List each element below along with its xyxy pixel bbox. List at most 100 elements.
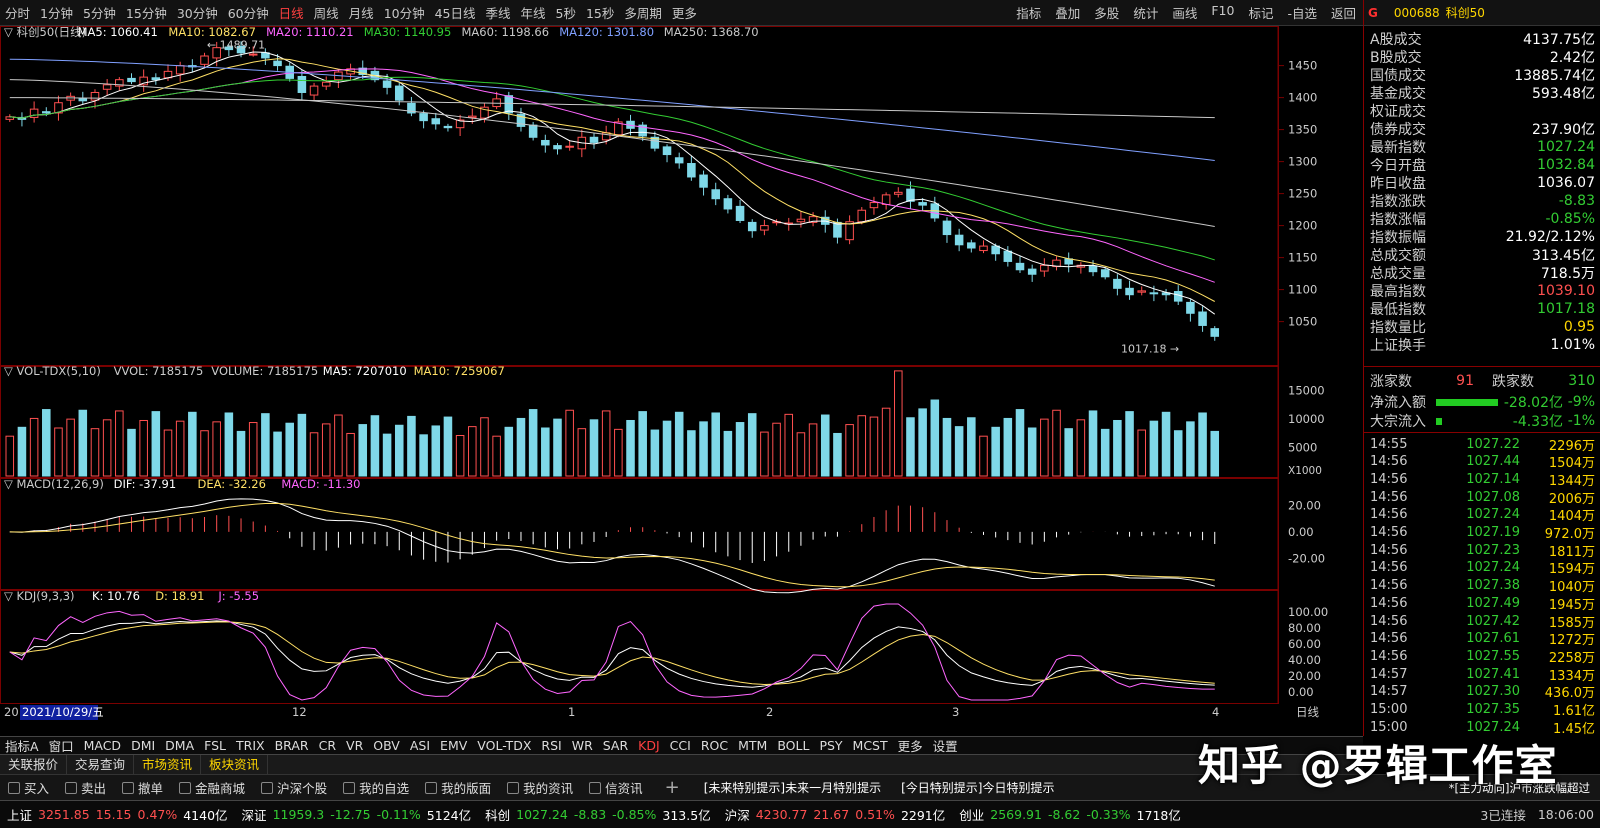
topbar-action-1[interactable]: 叠加 [1055,6,1081,21]
candle-16 [200,52,209,69]
kdj-legend-value-2: J: -5.55 [217,589,259,603]
message-1[interactable]: [今日特别提示]今日特别提示 [901,781,1055,795]
topbar-action-5[interactable]: F10 [1211,3,1235,18]
indicator-tab-18[interactable]: CCI [669,738,691,753]
period-15[interactable]: 多周期 [624,6,662,21]
candle-53 [650,131,660,152]
tick-volume: 2258万 [1548,650,1595,666]
index-quote-4[interactable]: 创业 2569.91 -8.62 -0.33% 1718亿 [952,805,1188,824]
indicator-tab-14[interactable]: RSI [541,738,562,753]
indicator-tab-3[interactable]: DMI [131,738,156,753]
volume-bar-45 [553,418,562,477]
indicator-tab-1[interactable]: 窗口 [48,739,74,754]
indicator-tab-6[interactable]: TRIX [236,738,265,753]
indicator-tab-19[interactable]: ROC [700,738,729,753]
period-0[interactable]: 分时 [5,6,31,21]
indicator-tab-11[interactable]: ASI [409,738,431,753]
indicator-tab-4[interactable]: DMA [165,738,195,753]
topbar-action-0[interactable]: 指标 [1016,6,1042,21]
toolbar-button-1[interactable]: 卖出 [57,778,114,797]
indicator-tab-12[interactable]: EMV [440,738,468,753]
info-tab-3[interactable]: 板块资讯 [201,755,269,774]
candle-33 [407,96,416,117]
topbar-action-4[interactable]: 画线 [1172,6,1198,21]
period-4[interactable]: 30分钟 [176,6,218,21]
topbar-action-6[interactable]: 标记 [1248,6,1274,21]
tick-price: 1027.44 [1466,454,1520,470]
info-tab-2[interactable]: 市场资讯 [134,755,202,774]
vol-legend: ▽ VOL-TDX(5,10) VVOL: 7185175 VOLUME: 7185… [4,364,505,378]
add-icon[interactable]: + [664,777,680,798]
indicator-tab-8[interactable]: CR [318,738,337,753]
indicator-tab-21[interactable]: BOLL [777,738,810,753]
toolbar-icon [122,781,135,794]
volume-bar-80 [979,435,988,477]
period-10[interactable]: 45日线 [434,6,476,21]
index-quote-0[interactable]: 上证 3251.85 15.15 0.47% 4140亿 [0,805,235,824]
index-quote-3[interactable]: 沪深 4230.77 21.67 0.51% 2291亿 [718,805,953,824]
period-12[interactable]: 年线 [520,6,546,21]
period-7[interactable]: 周线 [313,6,339,21]
index-quote-1[interactable]: 深证 11959.3 -12.75 -0.11% 5124亿 [235,805,479,824]
topbar-action-8[interactable]: 返回 [1330,6,1356,21]
indicator-tab-25[interactable]: 设置 [932,739,958,754]
period-1[interactable]: 1分钟 [40,6,73,21]
indicator-tab-15[interactable]: WR [571,738,593,753]
toolbar-button-5[interactable]: 我的自选 [335,778,417,797]
period-16[interactable]: 更多 [671,6,697,21]
info-tab-0[interactable]: 关联报价 [0,755,68,774]
tick-time: 14:56 [1370,489,1408,505]
indicator-tab-16[interactable]: SAR [602,738,629,753]
toolbar-button-6[interactable]: 我的版面 [417,778,499,797]
period-6[interactable]: 日线 [278,6,304,21]
indicator-tab-23[interactable]: MCST [852,738,888,753]
candle-27 [334,69,343,88]
chart-area[interactable]: ▽ 科创50(日线)MA5: 1060.41 MA10: 1082.67 MA20:… [0,0,1363,736]
candle-36 [443,123,453,132]
indicator-tab-2[interactable]: MACD [83,738,122,753]
indicator-tab-10[interactable]: OBV [373,738,400,753]
indicator-tab-7[interactable]: BRAR [274,738,309,753]
period-8[interactable]: 月线 [348,6,374,21]
index-change: -8.83 [573,807,607,822]
topbar-action-3[interactable]: 统计 [1133,6,1159,21]
info-tab-1[interactable]: 交易查询 [67,755,135,774]
toolbar-button-2[interactable]: 撤单 [114,778,171,797]
indicator-tab-0[interactable]: 指标A [5,739,39,754]
toolbar-button-7[interactable]: 我的资讯 [499,778,581,797]
period-14[interactable]: 15秒 [585,6,615,21]
message-2[interactable]: *[主力动向]沪市涨跌幅超过 [1448,780,1590,795]
topbar-action-2[interactable]: 多股 [1094,6,1120,21]
period-2[interactable]: 5分钟 [82,6,116,21]
indicator-tab-22[interactable]: PSY [819,738,843,753]
toolbar-button-0[interactable]: 买入 [0,778,57,797]
candle-88 [1076,262,1086,274]
candle-29 [358,60,368,80]
candle-1 [17,112,27,127]
indicator-tab-9[interactable]: VR [346,738,364,753]
stat-row-16: 指数量比 0.95 [1364,318,1600,336]
volume-bar-99 [1210,430,1220,477]
indicator-tab-5[interactable]: FSL [204,738,227,753]
toolbar-button-4[interactable]: 沪深个股 [253,778,335,797]
period-11[interactable]: 季线 [485,6,511,21]
period-5[interactable]: 60分钟 [227,6,269,21]
message-0[interactable]: [未来特别提示]未来一月特别提示 [703,781,882,795]
indicator-tab-24[interactable]: 更多 [897,739,923,754]
tick-volume: 1585万 [1548,615,1595,631]
indicator-tab-17[interactable]: KDJ [638,738,660,753]
dif-line [9,498,1215,594]
index-quote-2[interactable]: 科创 1027.24 -8.83 -0.85% 313.5亿 [478,805,718,824]
indicator-tab-13[interactable]: VOL-TDX [477,738,532,753]
topbar-action-7[interactable]: -自选 [1287,6,1317,21]
period-3[interactable]: 15分钟 [125,6,167,21]
candle-56 [687,155,696,181]
period-9[interactable]: 10分钟 [383,6,425,21]
tick-volume: 1334万 [1548,668,1595,684]
period-13[interactable]: 5秒 [555,6,576,21]
volume-bar-34 [419,434,428,477]
toolbar-button-3[interactable]: 金融商城 [171,778,253,797]
indicator-tab-20[interactable]: MTM [738,738,768,753]
volume-bar-12 [151,411,161,477]
toolbar-button-8[interactable]: 信资讯 [581,778,651,797]
